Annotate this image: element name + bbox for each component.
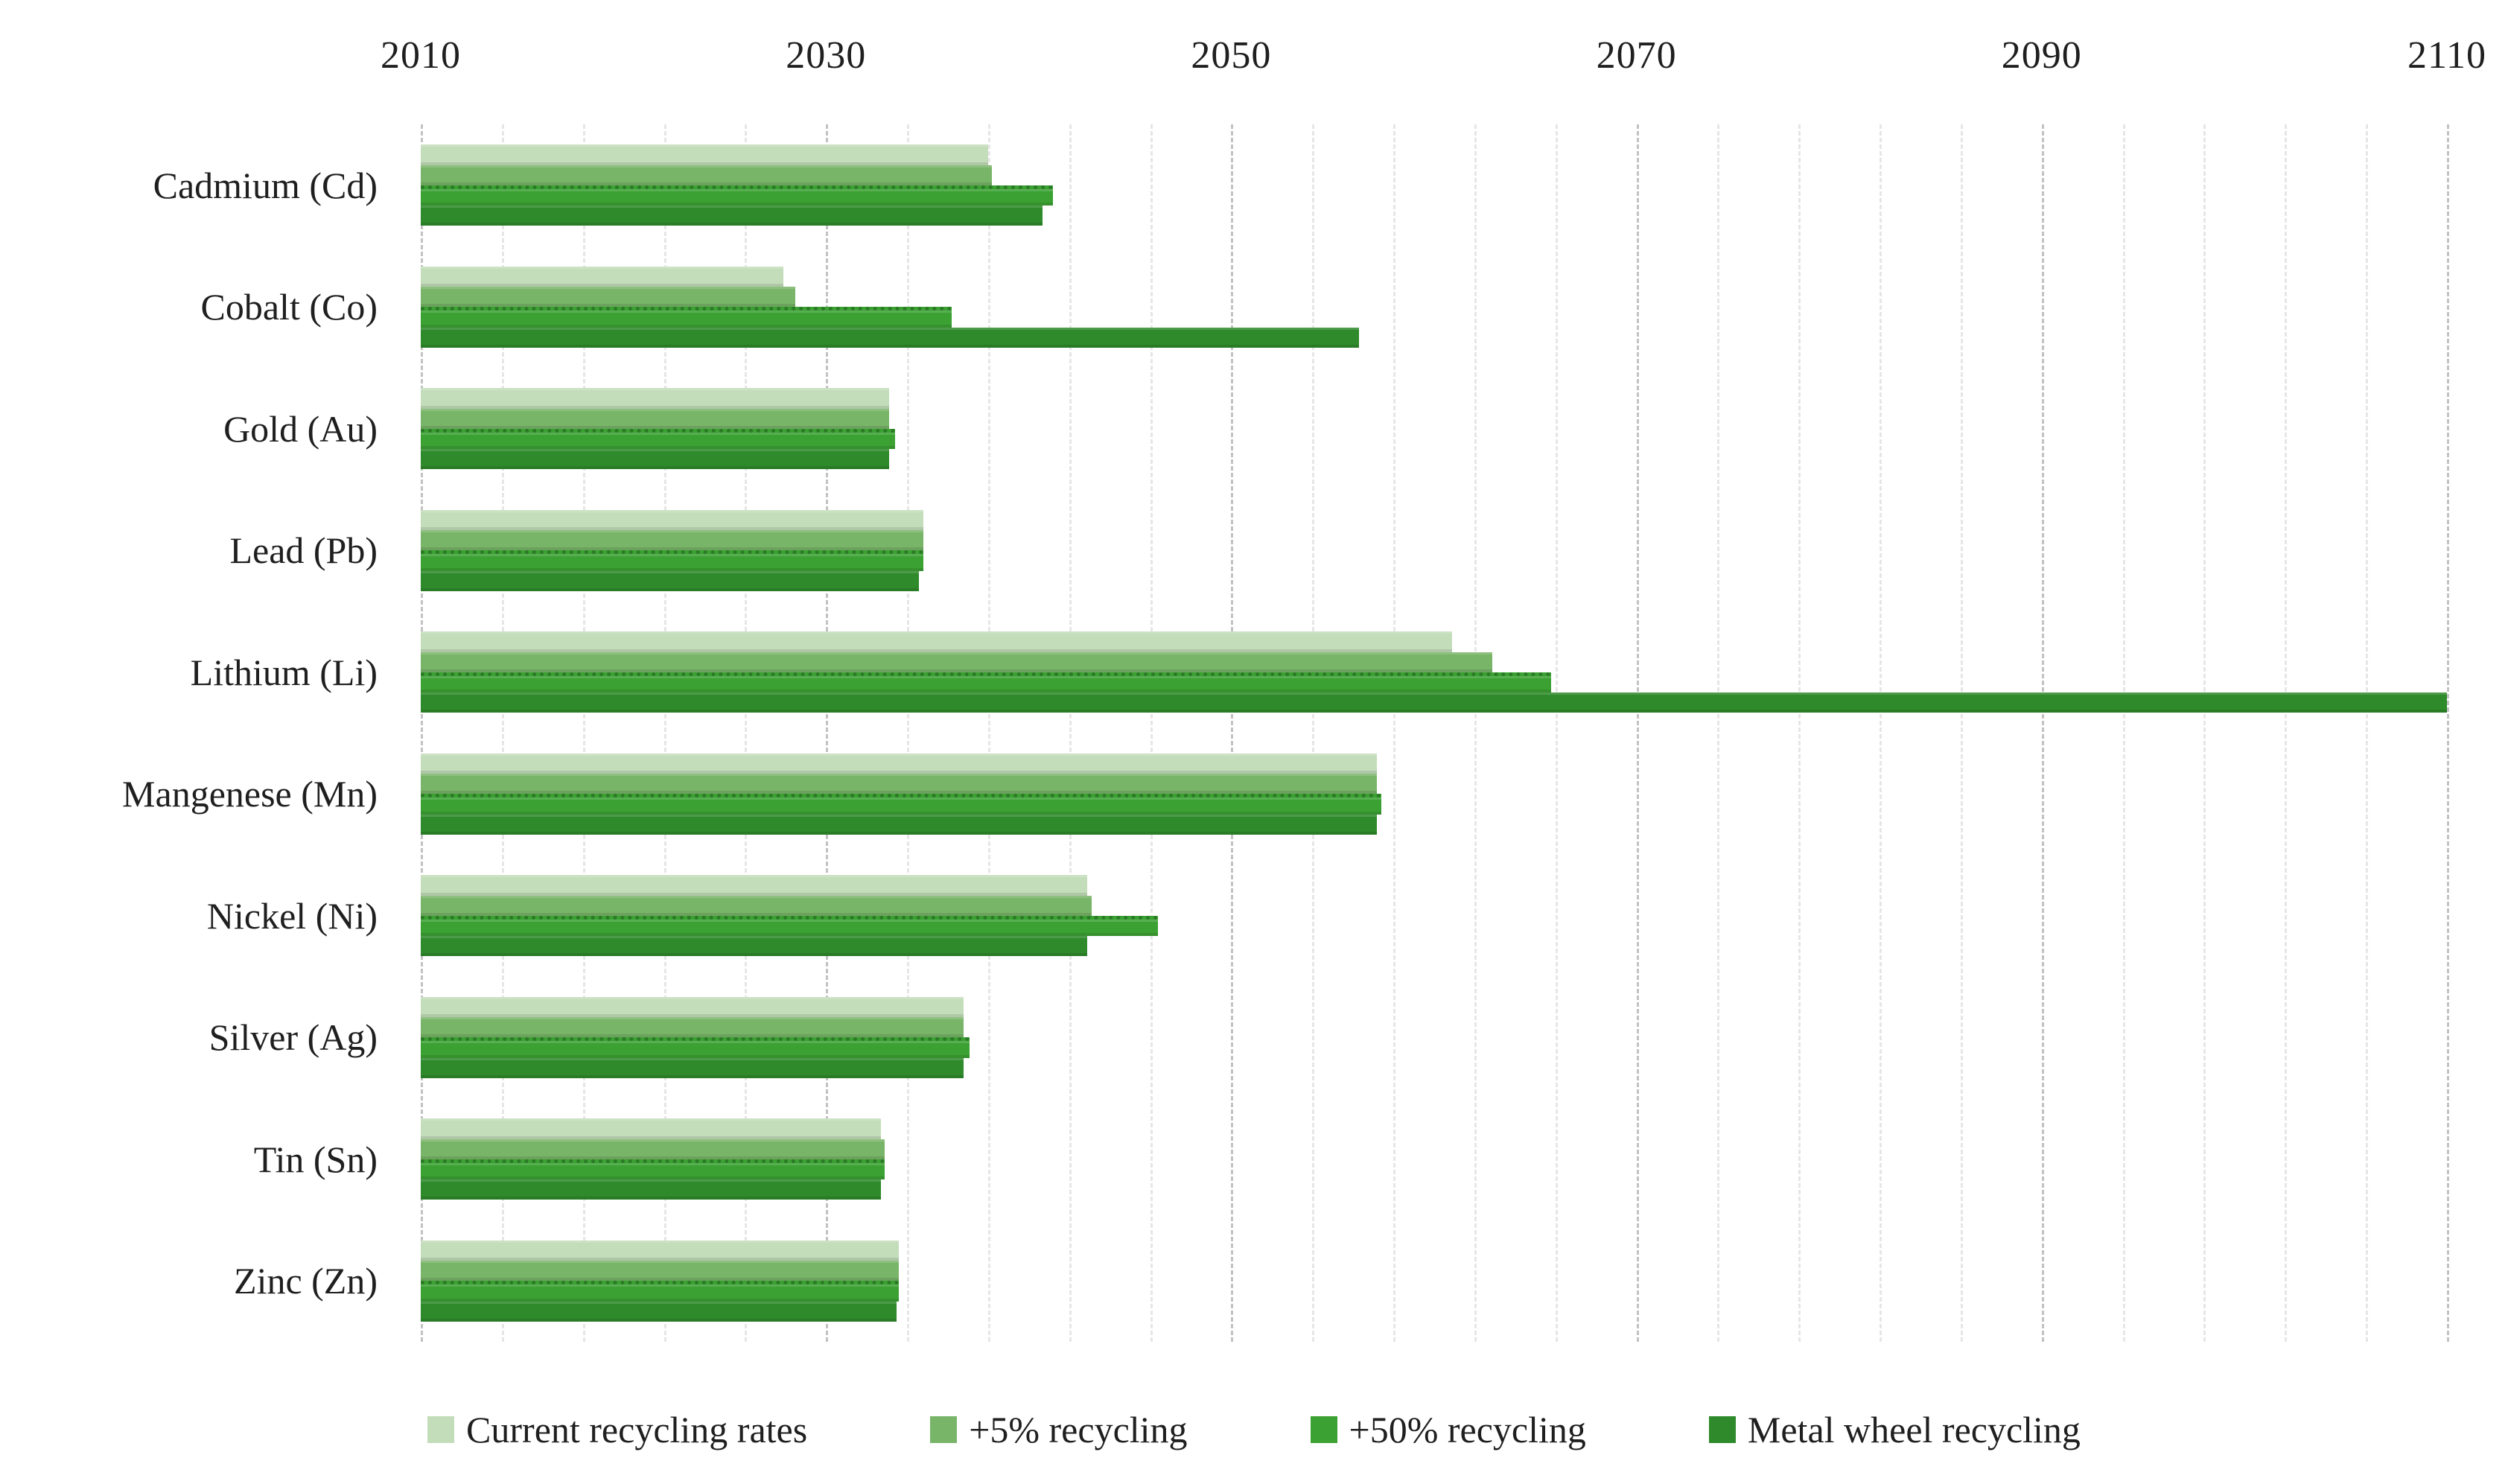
bar-+5%-recycling <box>421 895 1092 916</box>
minor-gridline <box>1798 124 1801 1342</box>
category-label: Tin (Sn) <box>253 1138 378 1180</box>
category-label: Silver (Ag) <box>209 1016 378 1059</box>
legend-swatch <box>1310 1416 1337 1443</box>
minor-gridline <box>2203 124 2206 1342</box>
bar-+50%-recycling <box>421 428 895 450</box>
category-label: Zinc (Zn) <box>234 1260 378 1302</box>
category-label: Nickel (Ni) <box>206 894 378 937</box>
bar-+50%-recycling <box>421 185 1053 206</box>
bar-+5%-recycling <box>421 1017 964 1038</box>
bar-metal-wheel-recycling <box>421 327 1359 348</box>
bar-+50%-recycling <box>421 672 1552 693</box>
bar-metal-wheel-recycling <box>421 936 1088 957</box>
bar-+5%-recycling <box>421 652 1493 672</box>
bar-+50%-recycling <box>421 794 1381 815</box>
legend-label: +5% recycling <box>969 1409 1188 1450</box>
minor-gridline <box>987 124 990 1342</box>
minor-gridline <box>1312 124 1315 1342</box>
bar-metal-wheel-recycling <box>421 692 2447 713</box>
legend-item: +5% recycling <box>930 1408 1188 1451</box>
bar-+50%-recycling <box>421 1037 970 1058</box>
category-label: Mangenese (Mn) <box>122 773 378 815</box>
legend-swatch <box>427 1416 455 1443</box>
bar-metal-wheel-recycling <box>421 449 889 470</box>
bar-metal-wheel-recycling <box>421 206 1043 226</box>
bar-+5%-recycling <box>421 1139 885 1159</box>
bar-current-recycling-rates <box>421 875 1088 896</box>
x-tick-label: 2110 <box>2407 34 2487 77</box>
major-gridline <box>1231 124 1234 1342</box>
bar-+50%-recycling <box>421 550 923 571</box>
legend-label: Current recycling rates <box>466 1409 808 1450</box>
legend-item: Metal wheel recycling <box>1708 1408 2081 1451</box>
category-axis: Cadmium (Cd) Cobalt (Co) Gold (Au) Lead (Pb… <box>0 124 400 1342</box>
bar-metal-wheel-recycling <box>421 570 920 591</box>
minor-gridline <box>2366 124 2369 1342</box>
minor-gridline <box>1393 124 1396 1342</box>
bar-metal-wheel-recycling <box>421 1179 881 1200</box>
bar-+50%-recycling <box>421 915 1159 937</box>
bar-+50%-recycling <box>421 1281 900 1302</box>
bar-+5%-recycling <box>421 287 796 308</box>
category-label: Lead (Pb) <box>229 529 378 572</box>
minor-gridline <box>1150 124 1153 1342</box>
minor-gridline <box>582 124 585 1342</box>
bar-current-recycling-rates <box>421 266 784 287</box>
bar-metal-wheel-recycling <box>421 814 1378 835</box>
minor-gridline <box>2122 124 2125 1342</box>
bar-+5%-recycling <box>421 774 1378 794</box>
legend-label: Metal wheel recycling <box>1747 1409 2081 1450</box>
bar-+50%-recycling <box>421 1159 885 1180</box>
major-gridline <box>421 124 423 1342</box>
category-label: Lithium (Li) <box>190 651 378 693</box>
legend-swatch <box>1708 1416 1736 1443</box>
x-tick-label: 2090 <box>2001 34 2082 77</box>
major-gridline <box>1636 124 1639 1342</box>
bar-current-recycling-rates <box>421 144 988 165</box>
x-axis: 2010 2030 2050 2070 2090 2110 <box>381 22 2486 89</box>
legend-label: +50% recycling <box>1349 1409 1586 1450</box>
minor-gridline <box>501 124 504 1342</box>
minor-gridline <box>907 124 910 1342</box>
minor-gridline <box>663 124 666 1342</box>
x-tick-label: 2050 <box>1191 34 1272 77</box>
bar-current-recycling-rates <box>421 996 964 1018</box>
bar-current-recycling-rates <box>421 753 1378 774</box>
category-label: Cobalt (Co) <box>200 286 378 328</box>
bar-current-recycling-rates <box>421 388 889 409</box>
minor-gridline <box>1474 124 1477 1342</box>
minor-gridline <box>1555 124 1558 1342</box>
bar-+5%-recycling <box>421 165 993 185</box>
bar-current-recycling-rates <box>421 509 923 531</box>
bar-current-recycling-rates <box>421 631 1452 652</box>
legend-item: +50% recycling <box>1310 1408 1586 1451</box>
minor-gridline <box>1069 124 1072 1342</box>
x-tick-label: 2030 <box>786 34 867 77</box>
minor-gridline <box>745 124 748 1342</box>
legend: Current recycling rates +5% recycling +50%… <box>0 1396 2508 1463</box>
x-tick-label: 2010 <box>381 34 461 77</box>
bar-metal-wheel-recycling <box>421 1057 964 1078</box>
bar-current-recycling-rates <box>421 1118 881 1139</box>
minor-gridline <box>1717 124 1720 1342</box>
bar-+5%-recycling <box>421 530 923 551</box>
bar-current-recycling-rates <box>421 1240 900 1261</box>
x-tick-label: 2070 <box>1596 34 1677 77</box>
minor-gridline <box>2285 124 2288 1342</box>
minor-gridline <box>1960 124 1963 1342</box>
category-label: Cadmium (Cd) <box>153 164 378 206</box>
bar-metal-wheel-recycling <box>421 1301 897 1322</box>
plot-area <box>421 124 2449 1342</box>
bar-+50%-recycling <box>421 307 952 328</box>
major-gridline <box>2041 124 2044 1342</box>
category-label: Gold (Au) <box>223 407 378 450</box>
legend-item: Current recycling rates <box>427 1408 807 1451</box>
major-gridline <box>2447 124 2449 1342</box>
legend-swatch <box>930 1416 958 1443</box>
minor-gridline <box>1880 124 1882 1342</box>
bar-+5%-recycling <box>421 1261 900 1281</box>
bar-+5%-recycling <box>421 408 889 429</box>
major-gridline <box>826 124 829 1342</box>
